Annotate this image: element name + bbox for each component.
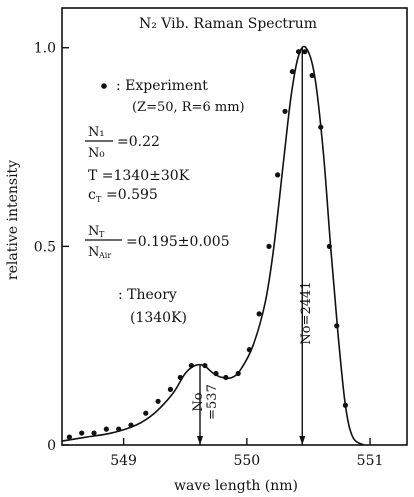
peak-arrow-0 [197,436,203,445]
experiment-point [177,374,183,381]
peak-markers [197,47,306,445]
ratio2-denominator-sub: Air [98,251,111,260]
experiment-point [342,402,348,408]
experiment-point [334,323,340,329]
ct-value: =0.595 [106,187,158,203]
experiment-point [103,426,109,432]
peak-label-537-line2: =537 [205,384,220,420]
peak-label-537-line1: No [191,392,206,411]
experiment-point [167,386,174,392]
experiment-point [116,426,122,432]
experiment-point [235,370,241,377]
experiment-point [275,172,281,178]
ratio1-numerator: N₁ [88,125,105,140]
y-tick-label-0: 0 [47,438,56,454]
y-tick-label-1: 0.5 [34,239,56,255]
x-tick-label-1: 550 [233,453,260,469]
experiment-point [91,430,97,436]
experiment-point [66,434,72,440]
legend-experiment-label: : Experiment [116,78,208,94]
ratio2-denominator: N [88,245,99,260]
x-tick-label-0: 549 [110,453,137,469]
x-axis-label: wave length (nm) [174,478,298,494]
experiment-point [213,370,219,377]
experiment-point [318,124,324,130]
experiment-point [155,398,161,404]
experiment-point [128,422,134,428]
ct-subscript: T [96,195,102,204]
legend-theory-label: : Theory [118,287,177,303]
ratio2-numerator: N [88,224,99,239]
axis-tick-labels: 549 550 551 0 0.5 1.0 [34,41,384,469]
experiment-point [223,374,229,381]
experiment-point [143,410,149,416]
axis-ticks [62,47,371,446]
experiment-point [326,243,332,249]
experiment-point [282,108,288,114]
experiment-point [266,243,272,249]
legend: : Experiment (Z=50, R=6 mm) N₁ N₀ =0.22 … [85,78,245,326]
experiment-point [188,362,194,369]
theory-curve [61,45,365,446]
peak-arrow-1 [299,436,306,445]
experiment-points [66,49,348,440]
x-tick-label-2: 551 [357,453,384,469]
legend-theory-sub: (1340K) [130,310,187,326]
ratio1-value: =0.22 [117,134,160,150]
ratio2-value: =0.195±0.005 [126,234,230,250]
legend-experiment-marker [101,83,107,89]
ratio2-numerator-sub: T [99,230,105,239]
legend-experiment-sub: (Z=50, R=6 mm) [132,100,245,115]
experiment-point [256,311,262,317]
experiment-point [202,362,208,369]
experiment-point [246,347,252,353]
peak-label-2441: No=2441 [299,281,314,344]
experiment-point [309,72,315,79]
y-axis-label: relative intensity [5,160,21,280]
ct-symbol: c [88,187,96,203]
y-tick-label-2: 1.0 [34,41,56,57]
experiment-point [295,49,302,55]
experiment-point [289,68,296,75]
experiment-point [302,49,308,55]
chart-title: N₂ Vib. Raman Spectrum [139,16,317,32]
plot-frame [61,7,408,446]
experiment-point [79,430,85,436]
temperature-text: T =1340±30K [88,168,190,184]
ratio1-denominator: N₀ [88,146,105,161]
